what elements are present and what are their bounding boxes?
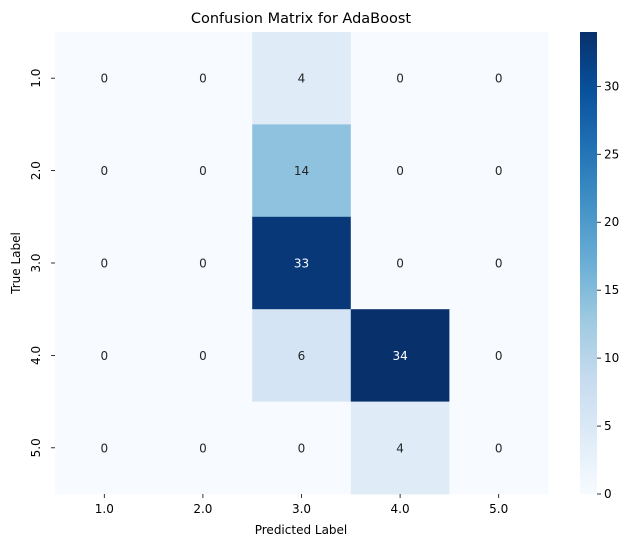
- heatmap-cell: [350, 32, 450, 125]
- heatmap-cell: [252, 309, 352, 403]
- cell-value: 0: [100, 349, 108, 363]
- heatmap-cell: [350, 216, 450, 310]
- cell-value: 0: [396, 257, 404, 271]
- heatmap-cells: [55, 32, 549, 495]
- x-tick-label: 1.0: [95, 502, 114, 516]
- heatmap-cell: [350, 309, 450, 403]
- chart-title: Confusion Matrix for AdaBoost: [191, 11, 412, 27]
- heatmap-cell: [252, 32, 352, 125]
- cell-annotations: 0 0 4 0 0 0 0 14 0 0 0 0 33 0 0 0 0 6 34 0 0 0 0 4 0: [100, 72, 502, 456]
- y-tick-label: 2.0: [29, 161, 43, 180]
- heatmap-cell: [55, 309, 155, 403]
- heatmap-cell: [252, 124, 352, 218]
- colorbar-tick-label: 30: [604, 79, 619, 93]
- y-tick-label: 4.0: [29, 346, 43, 365]
- heatmap-cell: [55, 401, 155, 495]
- x-tick-label: 2.0: [193, 502, 212, 516]
- heatmap-cell: [252, 216, 352, 310]
- heatmap-cell: [153, 401, 253, 495]
- heatmap-cell: [449, 309, 549, 403]
- colorbar-tick-label: 0: [604, 487, 612, 501]
- cell-value: 0: [100, 164, 108, 178]
- heatmap-cell: [55, 216, 155, 310]
- heatmap-cell: [449, 32, 549, 125]
- y-axis: 1.0 2.0 3.0 4.0 5.0: [29, 69, 55, 457]
- heatmap-cell: [449, 216, 549, 310]
- heatmap-cell: [350, 124, 450, 218]
- colorbar-tick-label: 25: [604, 147, 619, 161]
- x-tick-label: 3.0: [292, 502, 311, 516]
- heatmap-cell: [153, 124, 253, 218]
- x-tick-label: 4.0: [391, 502, 410, 516]
- heatmap-cell: [252, 401, 352, 495]
- cell-value: 0: [495, 441, 503, 455]
- cell-value: 4: [298, 72, 306, 86]
- colorbar: [580, 32, 597, 494]
- x-axis: 1.0 2.0 3.0 4.0 5.0: [95, 494, 508, 516]
- x-tick-label: 5.0: [489, 502, 508, 516]
- cell-value: 0: [199, 164, 207, 178]
- cell-value: 0: [100, 72, 108, 86]
- cell-value: 0: [199, 72, 207, 86]
- heatmap-cell: [449, 401, 549, 495]
- colorbar-ticks: 0 5 10 15 20 25 30: [597, 79, 619, 501]
- cell-value: 0: [396, 72, 404, 86]
- colorbar-tick-label: 15: [604, 283, 619, 297]
- heatmap-cell: [55, 124, 155, 218]
- heatmap-cell: [449, 124, 549, 218]
- cell-value: 0: [100, 257, 108, 271]
- cell-value: 0: [199, 257, 207, 271]
- cell-value: 0: [199, 441, 207, 455]
- cell-value: 34: [392, 349, 407, 363]
- cell-value: 0: [495, 164, 503, 178]
- cell-value: 0: [495, 349, 503, 363]
- y-tick-label: 3.0: [29, 253, 43, 272]
- cell-value: 14: [294, 164, 309, 178]
- cell-value: 33: [294, 257, 309, 271]
- colorbar-tick-label: 10: [604, 351, 619, 365]
- heatmap-cell: [55, 32, 155, 125]
- x-axis-label: Predicted Label: [255, 523, 348, 537]
- cell-value: 0: [495, 257, 503, 271]
- cell-value: 0: [298, 441, 306, 455]
- cell-value: 0: [495, 72, 503, 86]
- cell-value: 6: [298, 349, 306, 363]
- cell-value: 0: [199, 349, 207, 363]
- heatmap-cell: [350, 401, 450, 495]
- heatmap-cell: [153, 309, 253, 403]
- cell-value: 4: [396, 441, 404, 455]
- cell-value: 0: [396, 164, 404, 178]
- heatmap-cell: [153, 216, 253, 310]
- colorbar-tick-label: 5: [604, 419, 612, 433]
- colorbar-tick-label: 20: [604, 215, 619, 229]
- cell-value: 0: [100, 441, 108, 455]
- y-tick-label: 1.0: [29, 69, 43, 88]
- heatmap-cell: [153, 32, 253, 125]
- y-axis-label: True Label: [9, 232, 23, 295]
- y-tick-label: 5.0: [29, 438, 43, 457]
